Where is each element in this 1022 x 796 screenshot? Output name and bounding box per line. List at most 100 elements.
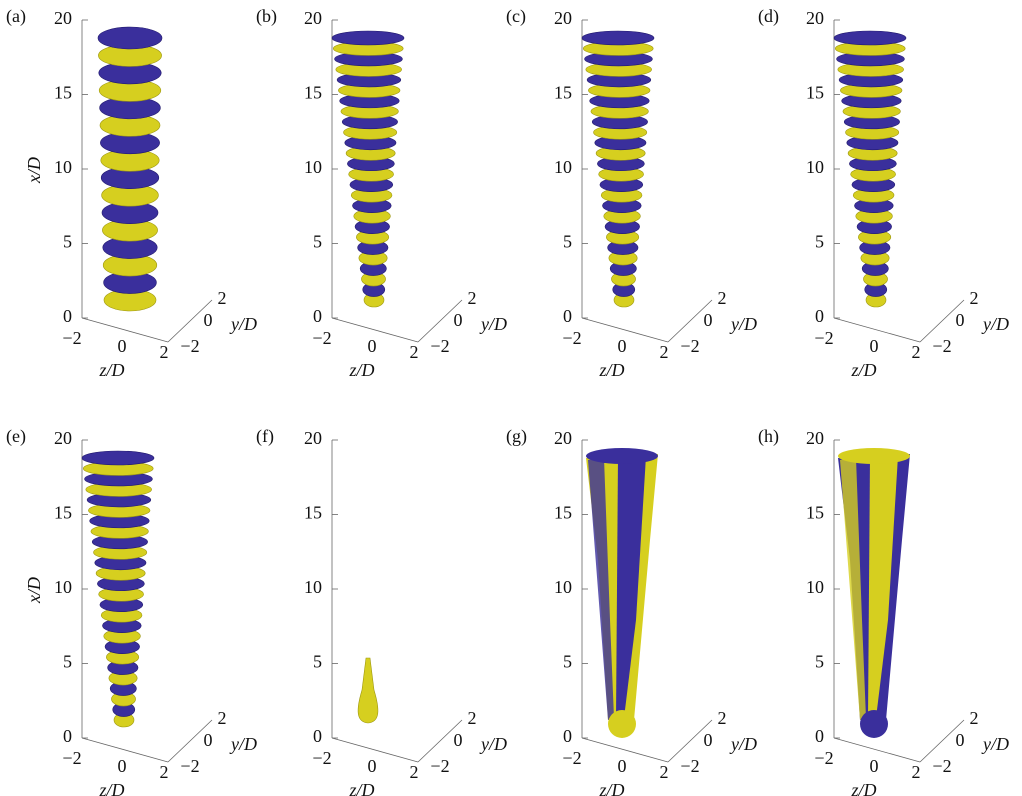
y-tick-label: −2 bbox=[932, 756, 951, 776]
x-tick-label: 0 bbox=[815, 726, 824, 746]
z-axis-label: z/D bbox=[348, 780, 374, 796]
panel-label: (c) bbox=[506, 6, 526, 27]
vortex-top bbox=[838, 448, 910, 464]
y-axis bbox=[667, 299, 713, 343]
z-axis bbox=[833, 737, 921, 763]
vortex-band bbox=[81, 450, 155, 466]
y-axis-label: y/D bbox=[729, 314, 757, 334]
z-axis bbox=[833, 317, 921, 343]
z-tick-label: 2 bbox=[912, 762, 921, 782]
x-tick-label: 5 bbox=[313, 652, 322, 672]
y-tick-label: −2 bbox=[180, 336, 199, 356]
vortex-band bbox=[97, 26, 163, 50]
y-tick-label: 0 bbox=[204, 730, 213, 750]
y-tick-label: −2 bbox=[430, 336, 449, 356]
z-tick-label: 2 bbox=[912, 342, 921, 362]
z-tick-label: 0 bbox=[118, 336, 127, 356]
x-tick-label: 10 bbox=[54, 157, 72, 177]
y-axis bbox=[417, 299, 463, 343]
z-tick-label: 0 bbox=[118, 756, 127, 776]
x-tick-label: 20 bbox=[554, 428, 572, 448]
z-axis-label: z/D bbox=[850, 360, 876, 380]
x-tick-label: 10 bbox=[806, 577, 824, 597]
y-tick-label: −2 bbox=[932, 336, 951, 356]
z-tick-label: −2 bbox=[814, 748, 833, 768]
panel-label: (d) bbox=[758, 6, 779, 27]
z-tick-label: −2 bbox=[814, 328, 833, 348]
x-tick-label: 15 bbox=[54, 503, 72, 523]
vortex-sheet bbox=[588, 458, 614, 720]
z-axis bbox=[331, 317, 419, 343]
vortex-top bbox=[586, 448, 658, 464]
z-tick-label: −2 bbox=[62, 748, 81, 768]
x-tick-label: 10 bbox=[806, 157, 824, 177]
x-tick-label: 5 bbox=[815, 232, 824, 252]
x-axis-label: x/D bbox=[24, 157, 44, 184]
y-tick-label: 2 bbox=[218, 708, 227, 728]
x-tick-label: 20 bbox=[54, 428, 72, 448]
vortex-sheet bbox=[868, 456, 898, 720]
y-tick-label: −2 bbox=[680, 336, 699, 356]
z-tick-label: 0 bbox=[870, 756, 879, 776]
panel-label: (f) bbox=[256, 426, 274, 447]
panel-label: (e) bbox=[6, 426, 26, 447]
z-axis bbox=[331, 737, 419, 763]
y-axis-label: y/D bbox=[981, 734, 1009, 754]
z-tick-label: −2 bbox=[62, 328, 81, 348]
x-tick-label: 15 bbox=[554, 503, 572, 523]
y-tick-label: −2 bbox=[430, 756, 449, 776]
x-tick-label: 20 bbox=[54, 8, 72, 28]
z-axis-label: z/D bbox=[98, 360, 124, 380]
vortex-root bbox=[608, 710, 636, 738]
y-axis bbox=[417, 719, 463, 763]
y-tick-label: 2 bbox=[218, 288, 227, 308]
z-axis-label: z/D bbox=[850, 780, 876, 796]
z-tick-label: 2 bbox=[660, 342, 669, 362]
x-tick-label: 5 bbox=[63, 232, 72, 252]
x-tick-label: 15 bbox=[304, 503, 322, 523]
y-axis bbox=[919, 299, 965, 343]
vortex-band bbox=[331, 30, 405, 46]
panel-label: (b) bbox=[256, 6, 277, 27]
z-axis bbox=[581, 737, 669, 763]
y-tick-label: 0 bbox=[704, 310, 713, 330]
y-tick-label: 0 bbox=[204, 310, 213, 330]
x-tick-label: 20 bbox=[304, 428, 322, 448]
x-tick-label: 0 bbox=[563, 306, 572, 326]
x-tick-label: 15 bbox=[806, 83, 824, 103]
panel-label: (a) bbox=[6, 6, 26, 27]
vortex-band bbox=[581, 30, 655, 46]
x-tick-label: 20 bbox=[304, 8, 322, 28]
y-tick-label: 0 bbox=[454, 310, 463, 330]
vortex-root bbox=[860, 710, 888, 738]
x-tick-label: 15 bbox=[54, 83, 72, 103]
y-axis-label: y/D bbox=[729, 734, 757, 754]
z-axis bbox=[81, 737, 169, 763]
x-tick-label: 0 bbox=[563, 726, 572, 746]
z-axis bbox=[81, 317, 169, 343]
y-axis-label: y/D bbox=[229, 314, 257, 334]
z-tick-label: 2 bbox=[160, 762, 169, 782]
x-axis-label: x/D bbox=[24, 577, 44, 604]
y-tick-label: −2 bbox=[680, 756, 699, 776]
x-tick-label: 5 bbox=[563, 652, 572, 672]
x-tick-label: 0 bbox=[313, 306, 322, 326]
panel-label: (h) bbox=[758, 426, 779, 447]
x-tick-label: 5 bbox=[815, 652, 824, 672]
z-tick-label: 2 bbox=[410, 762, 419, 782]
x-tick-label: 0 bbox=[63, 306, 72, 326]
x-tick-label: 20 bbox=[806, 8, 824, 28]
z-axis-label: z/D bbox=[598, 780, 624, 796]
x-tick-label: 0 bbox=[313, 726, 322, 746]
x-tick-label: 0 bbox=[815, 306, 824, 326]
y-axis-label: y/D bbox=[229, 734, 257, 754]
x-tick-label: 15 bbox=[304, 83, 322, 103]
